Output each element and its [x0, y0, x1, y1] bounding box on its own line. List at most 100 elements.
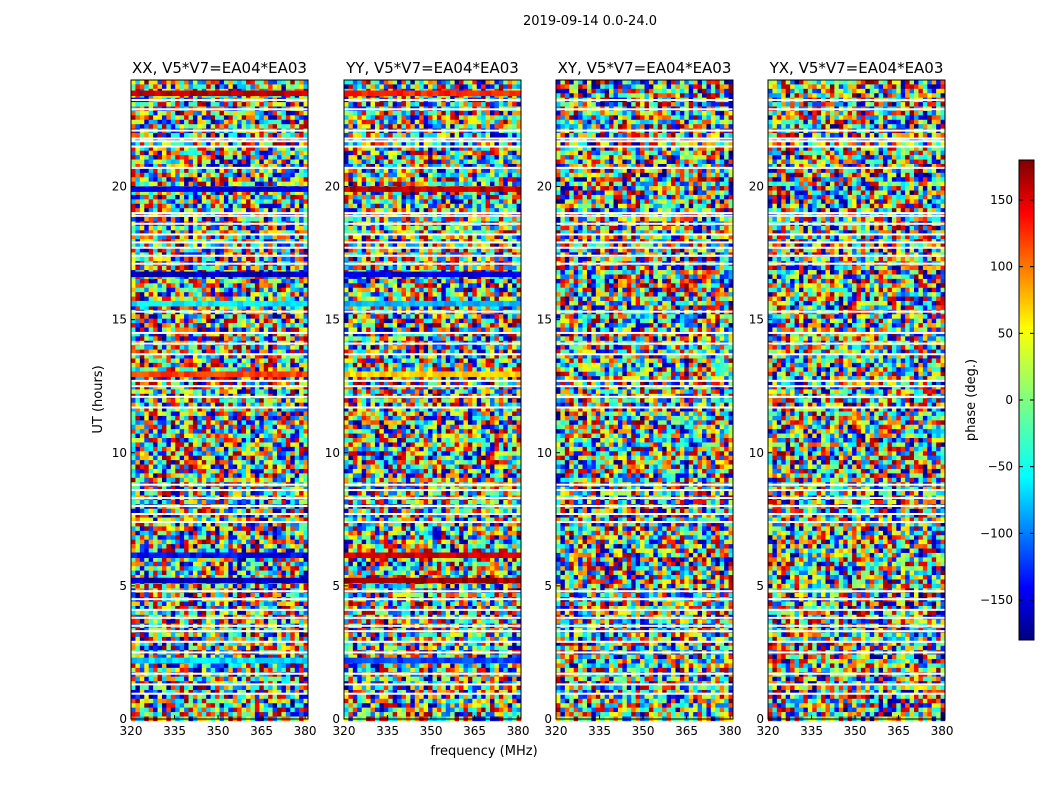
y-tick-label: 0 — [119, 712, 127, 726]
y-tick-label: 10 — [537, 446, 552, 460]
flagged-row — [768, 262, 945, 265]
panel-title: XY, V5*V7=EA04*EA03 — [558, 59, 732, 77]
flagged-row — [131, 129, 308, 132]
flagged-row — [131, 331, 308, 334]
colorbar-tick-label: 0 — [1005, 393, 1013, 407]
coherent-band — [344, 371, 522, 377]
flagged-row — [344, 246, 521, 249]
colorbar-tick-label: 150 — [990, 193, 1013, 207]
flagged-row — [768, 342, 945, 345]
y-axis-label: UT (hours) — [91, 365, 106, 433]
coherent-band — [131, 552, 309, 559]
flagged-row — [556, 608, 733, 611]
flagged-row — [768, 683, 945, 686]
flagged-row — [556, 692, 733, 695]
flagged-row — [768, 379, 945, 382]
y-tick-label: 10 — [112, 446, 127, 460]
flagged-row — [344, 385, 521, 388]
flagged-row — [556, 406, 733, 409]
flagged-row — [768, 505, 945, 507]
flagged-row — [556, 262, 733, 265]
flagged-row — [768, 331, 945, 334]
flagged-row — [344, 166, 521, 169]
y-tick-label: 15 — [325, 313, 340, 327]
y-tick-label: 5 — [332, 579, 340, 593]
flagged-row — [344, 331, 521, 334]
flagged-row — [768, 214, 945, 217]
flagged-row — [131, 651, 308, 654]
coherent-band — [131, 657, 309, 664]
flagged-row — [131, 222, 308, 225]
flagged-row — [131, 590, 308, 593]
flagged-row — [344, 145, 521, 148]
x-tick-label: 380 — [507, 724, 530, 738]
panel-yy: YY, V5*V7=EA04*EA03 320 335 350 365 380 0 5 10 15… — [325, 59, 538, 759]
flagged-row — [768, 608, 945, 611]
flagged-row — [131, 108, 308, 111]
flagged-row — [768, 590, 945, 593]
flagged-row — [344, 379, 521, 382]
panel-title: XX, V5*V7=EA04*EA03 — [132, 59, 307, 77]
panel-xx: XX, V5*V7=EA04*EA03 320 335 350 365 380 0 5 10 15… — [91, 59, 317, 738]
coherent-band — [131, 271, 309, 278]
flagged-row — [131, 137, 308, 140]
flagged-row — [768, 630, 945, 633]
x-tick-label: 320 — [757, 724, 780, 738]
flagged-row — [131, 262, 308, 265]
flagged-row — [131, 672, 308, 675]
colorbar-tick-label: −150 — [980, 593, 1013, 607]
flagged-row — [131, 310, 308, 313]
heatmap-cells — [344, 80, 522, 722]
flagged-row — [344, 512, 521, 515]
coherent-band — [344, 657, 522, 664]
x-tick-label: 380 — [931, 724, 954, 738]
flagged-row — [131, 608, 308, 611]
flagged-row — [768, 166, 945, 169]
flagged-row — [344, 520, 521, 523]
flagged-row — [131, 342, 308, 345]
x-tick-label: 380 — [294, 724, 317, 738]
flagged-row — [344, 598, 521, 601]
flagged-row — [768, 310, 945, 313]
panel-title: YX, V5*V7=EA04*EA03 — [769, 59, 944, 77]
flagged-row — [131, 140, 308, 143]
flagged-row — [344, 497, 521, 500]
flagged-row — [131, 483, 308, 486]
flagged-row — [344, 616, 521, 619]
flagged-row — [768, 233, 945, 236]
y-tick-label: 15 — [749, 313, 764, 327]
flagged-row — [556, 140, 733, 143]
flagged-row — [344, 624, 521, 627]
x-tick-label: 350 — [632, 724, 655, 738]
flagged-row — [344, 630, 521, 633]
coherent-band — [131, 577, 309, 584]
flagged-row — [131, 640, 308, 643]
flagged-row — [131, 98, 308, 101]
flagged-row — [131, 624, 308, 627]
x-tick-label: 365 — [675, 724, 698, 738]
coherent-band — [131, 371, 309, 377]
y-tick-label: 10 — [325, 446, 340, 460]
colorbar-tick-label: 50 — [998, 326, 1013, 340]
flagged-row — [768, 385, 945, 388]
flagged-row — [344, 212, 521, 215]
flagged-row — [556, 145, 733, 148]
axes-frame — [767, 79, 946, 720]
flagged-row — [344, 108, 521, 111]
figure-title: 2019-09-14 0.0-24.0 — [0, 14, 1050, 29]
flagged-row — [768, 616, 945, 619]
flagged-row — [556, 342, 733, 345]
y-tick-label: 20 — [112, 180, 127, 194]
x-tick-label: 365 — [463, 724, 486, 738]
colorbar-tick-label: −50 — [988, 460, 1013, 474]
flagged-row — [768, 98, 945, 101]
y-tick-label: 20 — [749, 180, 764, 194]
x-tick-label: 320 — [545, 724, 568, 738]
colorbar-label: phase (deg.) — [964, 359, 979, 441]
flagged-row — [131, 214, 308, 217]
flagged-row — [768, 129, 945, 132]
flagged-row — [556, 483, 733, 486]
flagged-row — [768, 137, 945, 140]
flagged-row — [556, 505, 733, 507]
